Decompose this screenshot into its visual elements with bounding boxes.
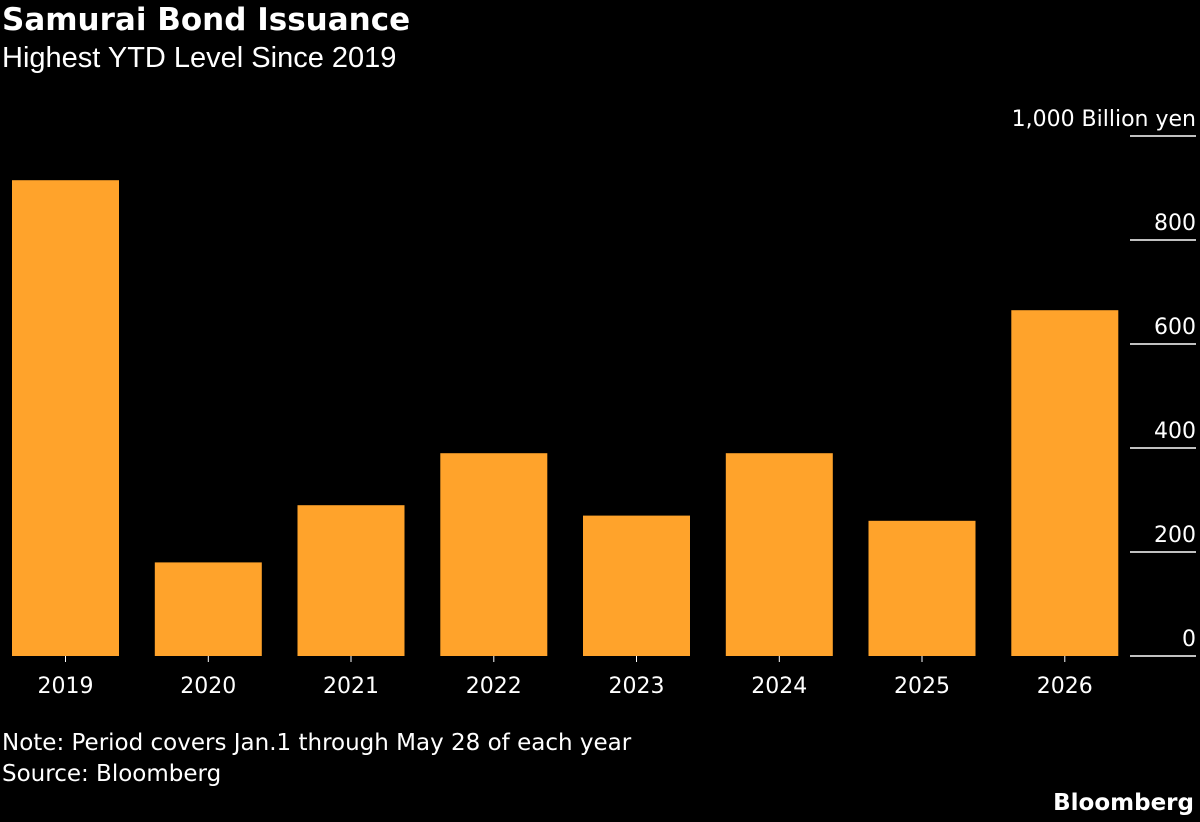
chart-note: Note: Period covers Jan.1 through May 28… — [2, 730, 632, 756]
y-tick-label-1000: 1,000 Billion yen — [1012, 107, 1196, 132]
x-tick-label-2020: 2020 — [180, 674, 236, 699]
bar-2022 — [440, 453, 548, 656]
bar-2025 — [868, 520, 976, 656]
bar-2023 — [583, 515, 690, 656]
bar-2021 — [297, 505, 405, 656]
y-tick-label-0: 0 — [1182, 627, 1196, 652]
bar-2020 — [154, 562, 262, 656]
y-tick-label-800: 800 — [1154, 211, 1196, 236]
x-tick-label-2022: 2022 — [466, 674, 522, 699]
y-tick-label-400: 400 — [1154, 419, 1196, 444]
x-tick-label-2024: 2024 — [751, 674, 807, 699]
y-tick-label-200: 200 — [1154, 523, 1196, 548]
bar-2026 — [1011, 310, 1119, 656]
bar-2019 — [12, 180, 119, 656]
bloomberg-logo: Bloomberg — [1053, 790, 1194, 816]
chart-title: Samurai Bond Issuance — [2, 2, 411, 38]
x-tick-label-2026: 2026 — [1037, 674, 1093, 699]
x-tick-label-2019: 2019 — [38, 674, 94, 699]
x-tick-label-2025: 2025 — [894, 674, 950, 699]
chart-source: Source: Bloomberg — [2, 761, 222, 787]
x-tick-label-2021: 2021 — [323, 674, 379, 699]
bar-2024 — [725, 453, 833, 656]
x-tick-label-2023: 2023 — [609, 674, 665, 699]
chart-subtitle: Highest YTD Level Since 2019 — [2, 42, 397, 74]
y-tick-label-600: 600 — [1154, 315, 1196, 340]
